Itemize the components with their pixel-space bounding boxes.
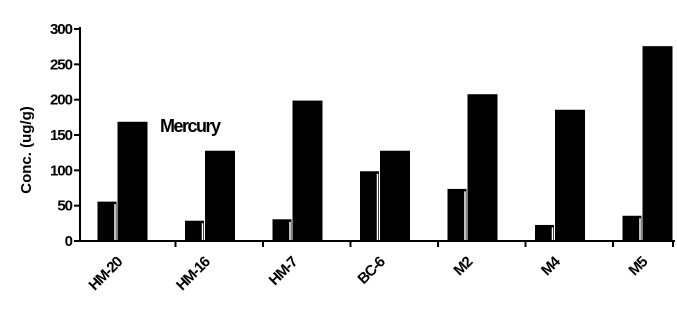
bar	[185, 220, 204, 242]
bar	[535, 224, 554, 242]
y-tick-label: 150	[50, 127, 73, 144]
x-tick-label: HM-7	[266, 253, 302, 289]
bar	[97, 201, 117, 242]
annotations: Mercury	[160, 116, 223, 136]
x-tick-label: HM-16	[173, 253, 214, 294]
x-tick-label: HM-20	[86, 253, 127, 294]
x-tick-label: M5	[625, 253, 651, 279]
bar	[292, 100, 323, 242]
annotation-label: Mercury	[160, 116, 221, 136]
y-axis-title: Conc. (ug/g)	[18, 106, 35, 193]
x-ticks: HM-20 HM-16 HM-7 BC-6 M2 M4 M5	[86, 241, 674, 294]
bar	[272, 219, 292, 242]
bars	[97, 46, 673, 242]
bar	[205, 150, 235, 242]
y-tick-label: 200	[50, 92, 73, 109]
bar	[380, 150, 410, 242]
x-tick-label: BC-6	[354, 253, 388, 287]
bar	[642, 46, 673, 242]
y-tick-label: 300	[50, 21, 73, 38]
bar	[117, 121, 148, 242]
x-tick-label: M2	[450, 253, 476, 279]
bar	[447, 188, 467, 242]
bar	[360, 171, 379, 242]
x-tick-label: M4	[538, 253, 565, 280]
y-axis-title-group: Conc. (ug/g)	[18, 106, 35, 193]
y-tick-label: 50	[57, 198, 72, 215]
bar	[622, 215, 642, 242]
y-ticks: 0 50 100 150 200 250 300	[50, 21, 80, 250]
y-tick-label: 100	[50, 162, 73, 179]
bar	[555, 109, 585, 242]
bar	[467, 94, 498, 242]
y-tick-label: 250	[50, 56, 73, 73]
y-tick-label: 0	[65, 233, 73, 250]
